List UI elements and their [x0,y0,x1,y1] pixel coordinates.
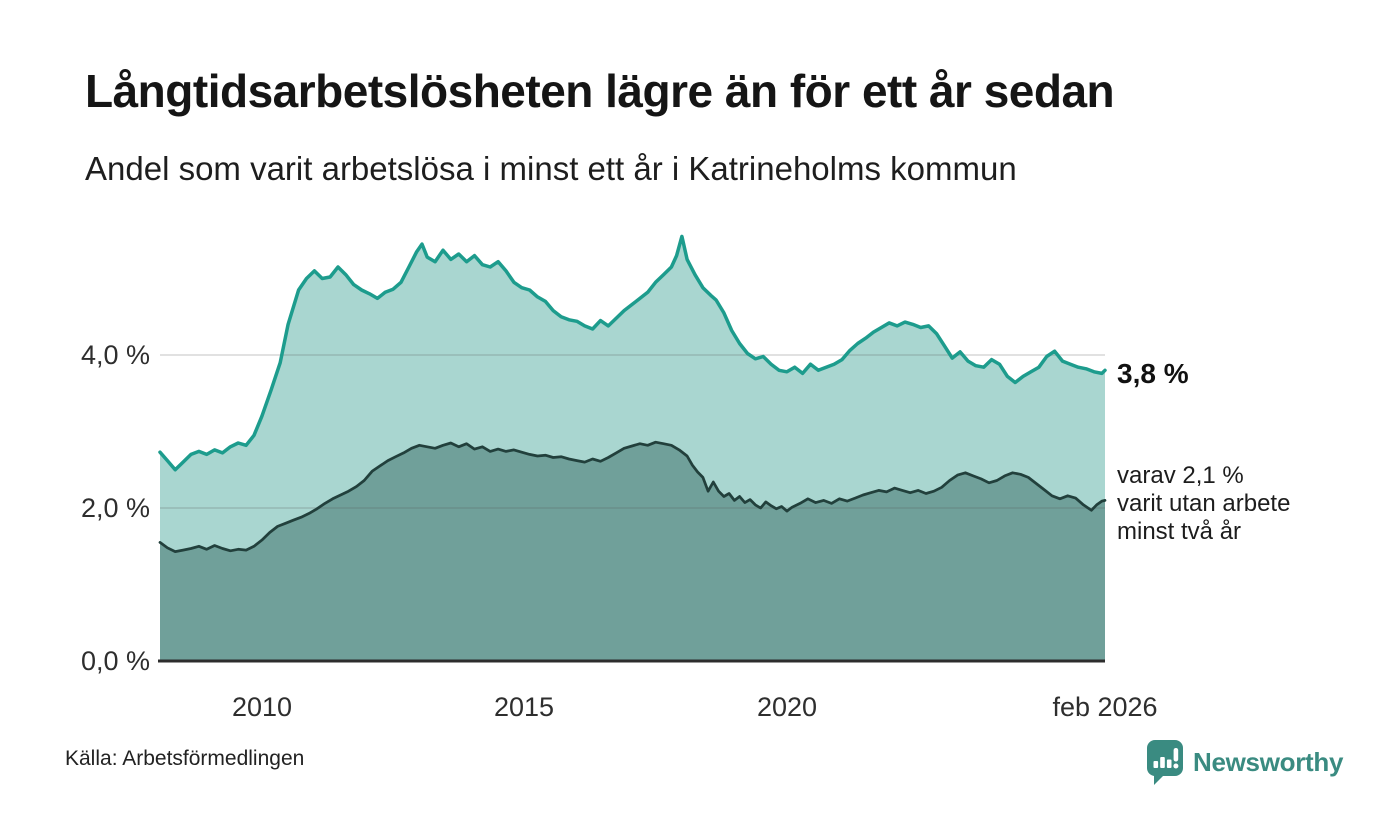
newsworthy-logo-icon [1147,740,1183,785]
page-title: Långtidsarbetslösheten lägre än för ett … [85,65,1115,117]
x-axis-label-latest: feb 2026 [1052,692,1158,722]
y-axis-label-2: 2,0 % [80,493,150,523]
x-axis-label-2020: 2020 [756,692,818,722]
y-axis-label-0: 0,0 % [80,646,150,676]
series-area-1 [160,442,1105,661]
series-line-1 [158,440,1107,553]
subseries-annotation-line-3: minst två år [1117,518,1242,545]
x-axis-label-2015: 2015 [493,692,555,722]
subseries-annotation: varav 2,1 % varit utan arbete minst två … [1117,462,1290,546]
subseries-annotation-line-2: varit utan arbete [1117,490,1291,517]
source-credit: Källa: Arbetsförmedlingen [65,747,305,770]
subseries-annotation-line-1: varav 2,1 % [1117,462,1244,489]
y-axis-label-4: 4,0 % [80,340,150,370]
brand-logo: Newsworthy [1146,739,1343,786]
series-line-0 [158,234,1107,472]
latest-value-label: 3,8 % [1117,358,1189,389]
brand-wordmark: Newsworthy [1193,747,1344,777]
x-axis-label-2010: 2010 [231,692,293,722]
page-subtitle: Andel som varit arbetslösa i minst ett å… [85,150,1017,187]
